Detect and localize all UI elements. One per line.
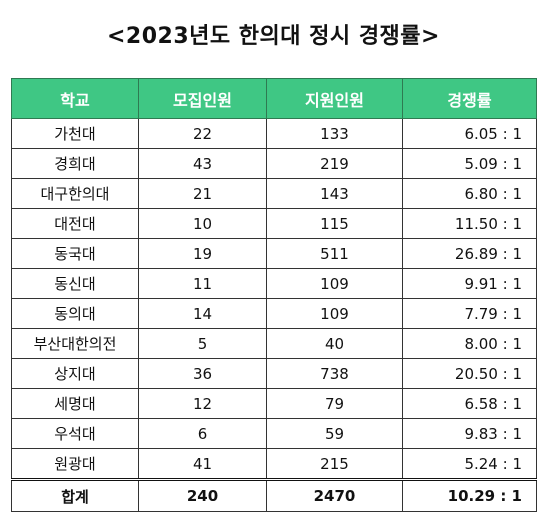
quota-cell: 36 xyxy=(138,358,267,389)
quota-cell: 14 xyxy=(138,298,267,329)
total-row: 합계 240 2470 10.29 : 1 xyxy=(11,478,537,512)
applicants-cell: 109 xyxy=(266,298,403,329)
quota-cell: 41 xyxy=(138,448,267,480)
applicants-cell: 79 xyxy=(266,388,403,419)
table-row: 경희대 43 219 5.09 : 1 xyxy=(11,148,537,179)
applicants-cell: 133 xyxy=(266,118,403,149)
total-label: 합계 xyxy=(11,478,139,512)
applicants-cell: 143 xyxy=(266,178,403,209)
total-quota: 240 xyxy=(138,478,267,512)
school-cell: 대구한의대 xyxy=(11,178,139,209)
school-cell: 부산대한의전 xyxy=(11,328,139,359)
applicants-cell: 59 xyxy=(266,418,403,449)
rate-cell: 6.58 : 1 xyxy=(402,388,537,419)
applicants-cell: 219 xyxy=(266,148,403,179)
quota-cell: 10 xyxy=(138,208,267,239)
header-quota: 모집인원 xyxy=(138,78,267,119)
rate-cell: 7.79 : 1 xyxy=(402,298,537,329)
table-header-row: 학교 모집인원 지원인원 경쟁률 xyxy=(11,78,537,119)
total-applicants: 2470 xyxy=(266,478,403,512)
rate-cell: 5.09 : 1 xyxy=(402,148,537,179)
quota-cell: 5 xyxy=(138,328,267,359)
table-row: 세명대 12 79 6.58 : 1 xyxy=(11,388,537,419)
quota-cell: 43 xyxy=(138,148,267,179)
competition-rate-table: 학교 모집인원 지원인원 경쟁률 가천대 22 133 6.05 : 1 경희대 43 21… xyxy=(11,78,537,512)
applicants-cell: 511 xyxy=(266,238,403,269)
rate-cell: 8.00 : 1 xyxy=(402,328,537,359)
school-cell: 대전대 xyxy=(11,208,139,239)
table-body: 가천대 22 133 6.05 : 1 경희대 43 219 5.09 : 1 대구한의대 21 1… xyxy=(11,118,537,480)
school-cell: 동신대 xyxy=(11,268,139,299)
applicants-cell: 115 xyxy=(266,208,403,239)
page-title: <2023년도 한의대 정시 경쟁률> xyxy=(107,24,440,49)
school-cell: 원광대 xyxy=(11,448,139,480)
rate-cell: 11.50 : 1 xyxy=(402,208,537,239)
school-cell: 가천대 xyxy=(11,118,139,149)
table-row: 원광대 41 215 5.24 : 1 xyxy=(11,448,537,480)
school-cell: 동국대 xyxy=(11,238,139,269)
applicants-cell: 738 xyxy=(266,358,403,389)
quota-cell: 21 xyxy=(138,178,267,209)
table-row: 가천대 22 133 6.05 : 1 xyxy=(11,118,537,149)
table-row: 동국대 19 511 26.89 : 1 xyxy=(11,238,537,269)
table-row: 대구한의대 21 143 6.80 : 1 xyxy=(11,178,537,209)
total-rate: 10.29 : 1 xyxy=(402,478,537,512)
school-cell: 우석대 xyxy=(11,418,139,449)
rate-cell: 5.24 : 1 xyxy=(402,448,537,480)
header-applicants: 지원인원 xyxy=(266,78,403,119)
table-row: 부산대한의전 5 40 8.00 : 1 xyxy=(11,328,537,359)
rate-cell: 6.80 : 1 xyxy=(402,178,537,209)
applicants-cell: 215 xyxy=(266,448,403,480)
table-row: 동의대 14 109 7.79 : 1 xyxy=(11,298,537,329)
rate-cell: 20.50 : 1 xyxy=(402,358,537,389)
header-school: 학교 xyxy=(11,78,139,119)
table-row: 상지대 36 738 20.50 : 1 xyxy=(11,358,537,389)
rate-cell: 9.91 : 1 xyxy=(402,268,537,299)
school-cell: 세명대 xyxy=(11,388,139,419)
quota-cell: 19 xyxy=(138,238,267,269)
table-row: 동신대 11 109 9.91 : 1 xyxy=(11,268,537,299)
applicants-cell: 109 xyxy=(266,268,403,299)
quota-cell: 11 xyxy=(138,268,267,299)
school-cell: 동의대 xyxy=(11,298,139,329)
rate-cell: 26.89 : 1 xyxy=(402,238,537,269)
school-cell: 상지대 xyxy=(11,358,139,389)
quota-cell: 12 xyxy=(138,388,267,419)
header-rate: 경쟁률 xyxy=(402,78,537,119)
table-row: 우석대 6 59 9.83 : 1 xyxy=(11,418,537,449)
quota-cell: 22 xyxy=(138,118,267,149)
school-cell: 경희대 xyxy=(11,148,139,179)
table-row: 대전대 10 115 11.50 : 1 xyxy=(11,208,537,239)
rate-cell: 9.83 : 1 xyxy=(402,418,537,449)
quota-cell: 6 xyxy=(138,418,267,449)
rate-cell: 6.05 : 1 xyxy=(402,118,537,149)
applicants-cell: 40 xyxy=(266,328,403,359)
